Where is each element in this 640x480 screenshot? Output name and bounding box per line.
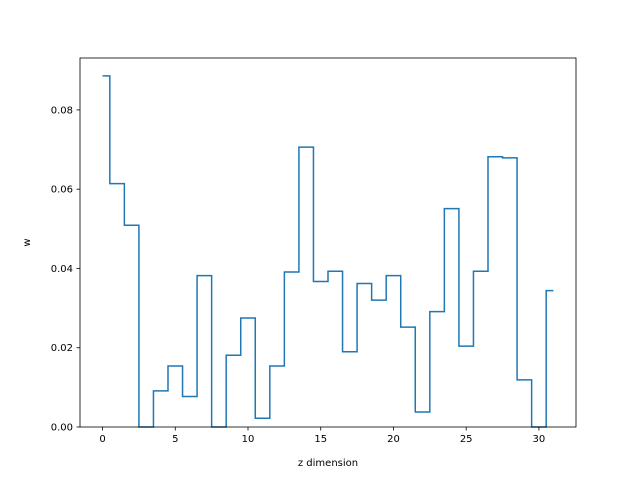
x-tick-label: 15 <box>314 434 327 445</box>
series-line <box>102 75 554 428</box>
y-axis-label: w <box>22 238 33 246</box>
plot-area <box>80 58 576 427</box>
y-axis: 0.00 0.02 0.04 0.06 0.08 <box>51 105 80 434</box>
x-tick-label: 30 <box>533 434 546 445</box>
x-axis: 0 5 10 15 20 25 30 <box>99 427 545 445</box>
x-tick-label: 25 <box>460 434 473 445</box>
x-axis-label: z dimension <box>298 458 358 469</box>
plot-frame <box>79 57 577 428</box>
y-tick-label: 0.04 <box>51 264 73 275</box>
y-tick-label: 0.00 <box>51 423 73 434</box>
x-tick-label: 10 <box>242 434 255 445</box>
y-tick-label: 0.08 <box>51 105 73 116</box>
y-tick-label: 0.06 <box>51 185 73 196</box>
x-tick-label: 0 <box>99 434 105 445</box>
x-tick-label: 20 <box>387 434 400 445</box>
x-tick-label: 5 <box>172 434 178 445</box>
data-marks <box>102 75 554 428</box>
y-tick-label: 0.02 <box>51 343 73 354</box>
